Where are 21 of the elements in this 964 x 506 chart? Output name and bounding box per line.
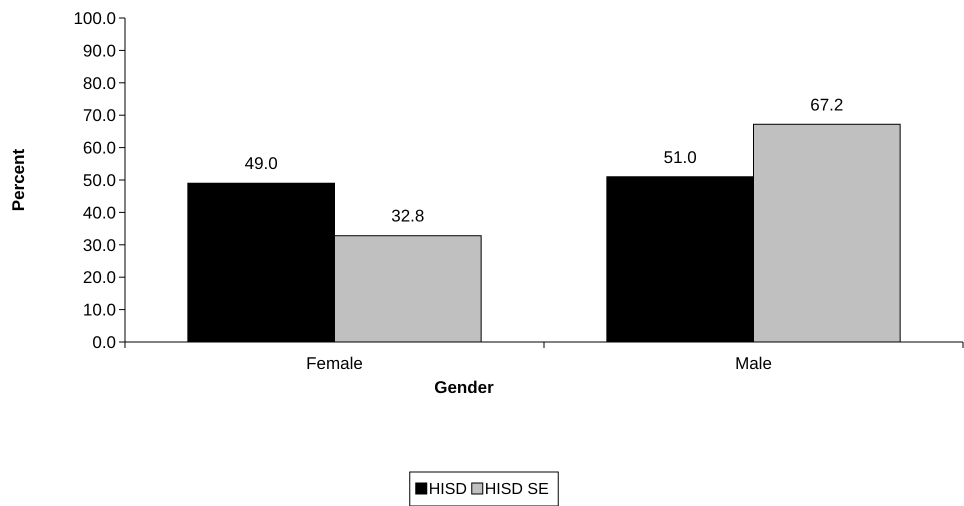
y-tick-label: 60.0 (82, 138, 116, 158)
y-tick-label: 10.0 (82, 300, 116, 320)
y-tick-label: 70.0 (82, 106, 116, 126)
data-label: 67.2 (810, 95, 844, 114)
y-tick-label: 50.0 (82, 170, 116, 190)
y-axis-title: Percent (9, 148, 28, 212)
data-label: 51.0 (664, 148, 697, 167)
y-tick-label: 90.0 (82, 41, 116, 60)
legend-label: HISD (428, 481, 467, 498)
y-tick-label: 20.0 (82, 268, 116, 288)
y-tick-label: 80.0 (82, 74, 116, 93)
x-axis-title: Gender (434, 378, 494, 397)
x-tick-label: Female (306, 354, 363, 373)
data-label: 32.8 (391, 206, 424, 226)
x-tick-label: Male (735, 354, 772, 373)
y-tick-label: 30.0 (82, 236, 116, 255)
legend-label: HISD SE (484, 481, 549, 498)
y-tick-label: 100.0 (73, 8, 116, 28)
data-label: 49.0 (244, 154, 278, 174)
y-tick-label: 0.0 (92, 332, 116, 352)
y-tick-label: 40.0 (82, 203, 116, 222)
